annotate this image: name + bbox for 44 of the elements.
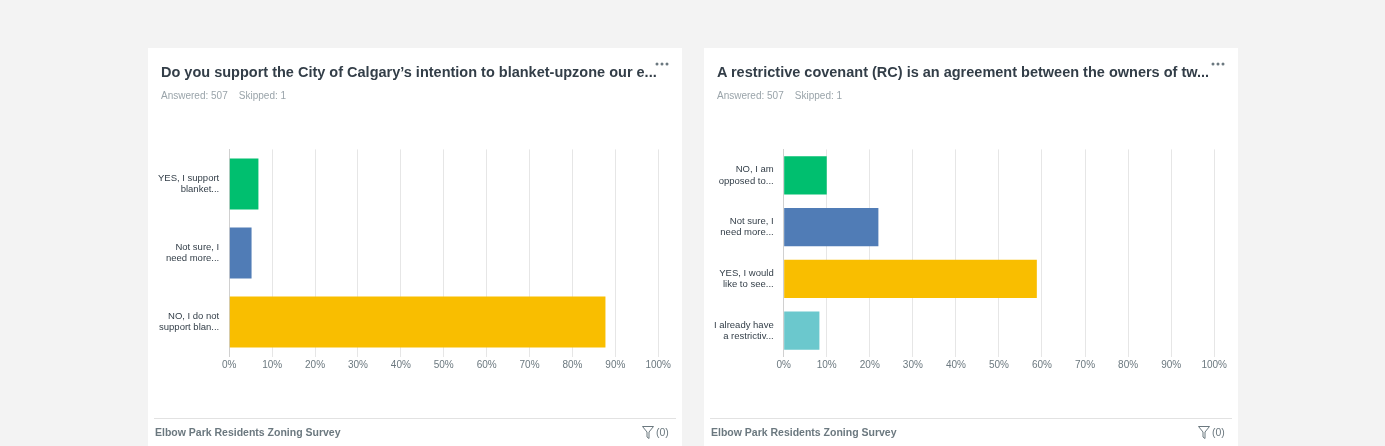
chart-title: Do you support the City of Calgary’s intention to blanket-upzone our e... xyxy=(161,64,657,80)
x-tick-label: 10% xyxy=(262,359,283,371)
bar xyxy=(784,156,827,195)
x-tick-label: 100% xyxy=(1201,359,1228,371)
x-tick-label: 20% xyxy=(305,359,326,371)
bar xyxy=(229,296,606,348)
x-tick-label: 100% xyxy=(645,359,672,371)
text: Elbow Park Residents Zoning Survey xyxy=(155,426,341,438)
x-tick-label: 70% xyxy=(1075,359,1096,371)
x-tick-label: 90% xyxy=(1161,359,1182,371)
text: (0) xyxy=(1212,426,1225,438)
y-tick-label: YES, I would like to see... xyxy=(719,266,774,290)
x-tick-label: 30% xyxy=(902,359,923,371)
x-tick-label: 60% xyxy=(476,359,497,371)
text: (0) xyxy=(656,426,669,438)
x-tick-label: 50% xyxy=(433,359,454,371)
x-tick-label: 0% xyxy=(222,359,237,371)
x-tick-label: 60% xyxy=(1031,359,1053,371)
bar xyxy=(229,227,252,279)
x-tick-label: 10% xyxy=(816,359,837,371)
y-tick-label: NO, I do not support blan... xyxy=(159,309,220,333)
y-tick-label: YES, I support blanket... xyxy=(157,171,220,195)
y-tick-label: NO, I am opposed to... xyxy=(718,163,774,186)
x-tick-label: 0% xyxy=(776,359,792,371)
x-tick-label: 20% xyxy=(859,359,880,371)
x-tick-label: 90% xyxy=(605,359,626,371)
text: Elbow Park Residents Zoning Survey xyxy=(711,426,897,438)
bar xyxy=(784,259,1037,299)
bar xyxy=(784,311,820,350)
chart-subtitle: Answered: 507 Skipped: 1 xyxy=(717,90,843,101)
x-tick-label: 80% xyxy=(562,359,583,371)
x-tick-label: 40% xyxy=(390,359,411,371)
x-tick-label: 30% xyxy=(347,359,369,371)
x-tick-label: 40% xyxy=(945,359,967,371)
chart-subtitle: Answered: 507 Skipped: 1 xyxy=(161,90,287,101)
y-tick-label: Not sure, I need more... xyxy=(165,240,220,264)
bar xyxy=(229,158,259,210)
bar xyxy=(784,207,879,247)
x-tick-label: 80% xyxy=(1118,359,1139,371)
y-tick-label: I already have a restrictiv... xyxy=(713,318,774,342)
x-tick-label: 50% xyxy=(988,359,1010,371)
x-tick-label: 70% xyxy=(519,359,540,371)
chart-title: A restrictive covenant (RC) is an agreement between the owners of tw... xyxy=(717,64,1210,80)
y-tick-label: Not sure, I need more... xyxy=(720,215,774,238)
